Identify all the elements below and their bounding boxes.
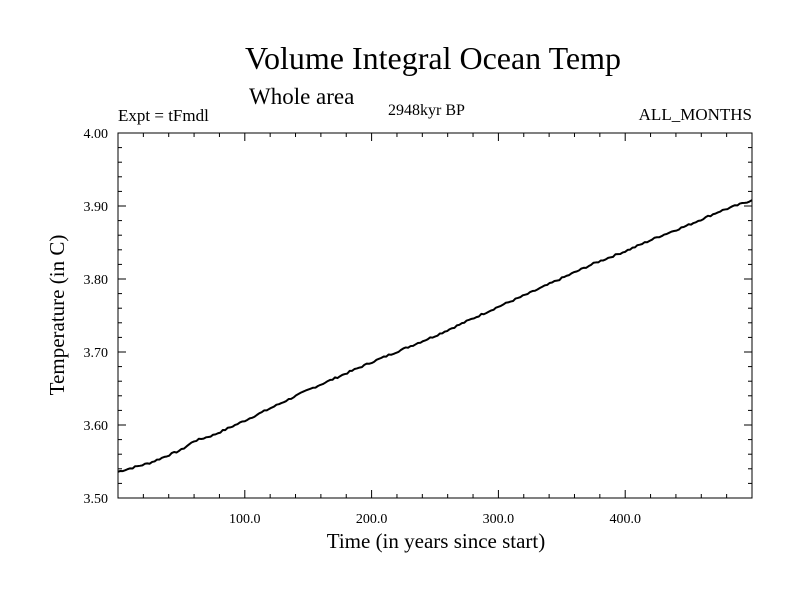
- experiment-label: Expt = tFmdl: [118, 106, 209, 125]
- y-tick-label: 3.80: [84, 273, 109, 288]
- y-axis-title: Temperature (in C): [45, 235, 69, 396]
- y-tick-label: 3.90: [84, 200, 109, 215]
- series-group: [117, 199, 753, 473]
- chart-subtitle: Whole area: [249, 84, 355, 109]
- x-tick-label: 400.0: [609, 512, 641, 527]
- y-tick-label: 3.70: [84, 346, 109, 361]
- plot-frame: [117, 132, 753, 499]
- months-label: ALL_MONTHS: [638, 105, 752, 124]
- y-tick-label: 4.00: [84, 127, 109, 142]
- x-axis-title: Time (in years since start): [327, 529, 546, 553]
- x-tick-label: 100.0: [229, 512, 261, 527]
- y-tick-label: 3.60: [84, 419, 109, 434]
- series-line: [117, 199, 753, 473]
- period-label: 2948kyr BP: [388, 102, 465, 119]
- x-axis: 100.0 200.0 300.0 400.0: [142, 133, 728, 527]
- y-tick-label: 3.50: [84, 492, 109, 507]
- x-tick-label: 200.0: [356, 512, 388, 527]
- chart-title: Volume Integral Ocean Temp: [244, 40, 621, 76]
- x-tick-label: 300.0: [483, 512, 515, 527]
- y-axis: 3.50 3.60 3.70 3.80 3.90 4.00: [84, 127, 752, 507]
